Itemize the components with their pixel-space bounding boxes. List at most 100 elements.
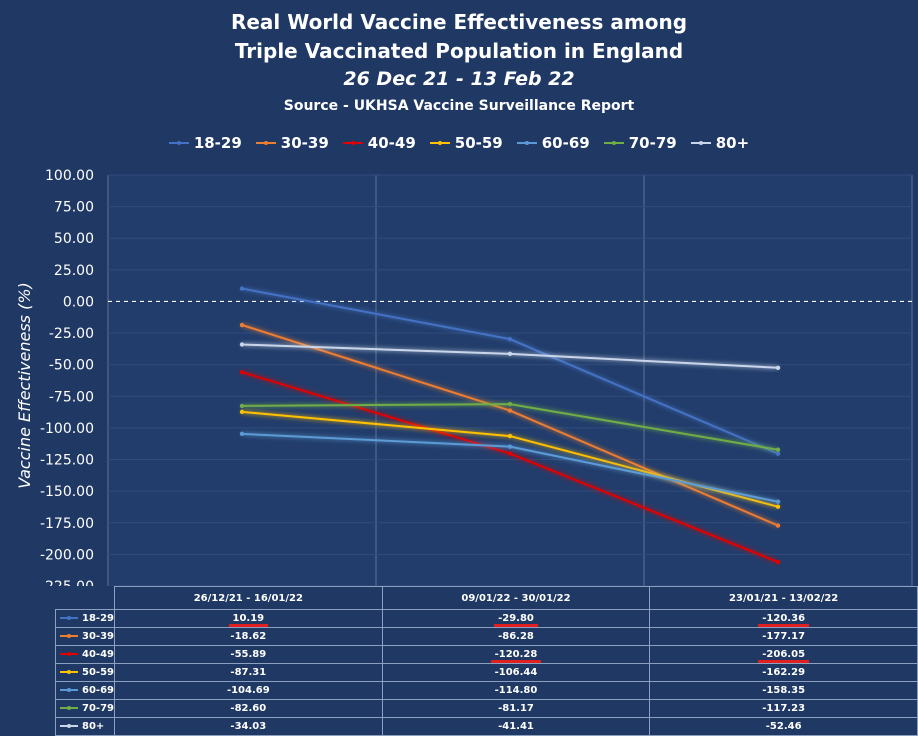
data-label: -114.80 (381, 681, 651, 700)
data-label: -52.46 (649, 717, 918, 736)
legend-label: 50-59 (454, 134, 503, 152)
legend-label: 80+ (715, 134, 750, 152)
legend-swatch (255, 141, 276, 145)
row-swatch (60, 724, 78, 728)
plot-area (108, 175, 912, 586)
data-point-80+ (507, 351, 513, 357)
legend-label: 30-39 (280, 134, 329, 152)
legend-item-80+: 80+ (690, 134, 750, 152)
y-tick-label: -200.00 (40, 547, 94, 563)
line-chart: 100.00 75.00 50.00 25.00 0.00 -25.00 -50.00 -75… (15, 168, 913, 586)
legend-item-60-69: 60-69 (516, 134, 590, 152)
legend-label: 70-79 (628, 134, 677, 152)
data-point-80+ (775, 365, 781, 371)
table-series-name: 80+ (55, 717, 115, 736)
table-series-name: 30-39 (55, 627, 115, 646)
chart-source: Source - UKHSA Vaccine Surveillance Repo… (283, 98, 635, 114)
row-swatch (60, 688, 78, 692)
y-tick-label: 25.00 (54, 263, 94, 279)
table-header-row: 26/12/21 - 16/01/22 09/01/22 - 30/01/22 23… (55, 586, 918, 610)
data-label: -86.28 (381, 627, 651, 646)
data-label: -117.23 (649, 699, 918, 718)
legend-swatch (342, 141, 363, 145)
y-tick-label: 100.00 (45, 168, 94, 184)
table-row: 70-79 -82.60 -81.17 -117.23 (55, 699, 918, 718)
data-label: -162.29 (649, 663, 918, 682)
data-point-60-69 (239, 431, 245, 437)
y-tick-label: 0.00 (63, 294, 94, 310)
category-label: 09/01/22 - 30/01/22 (381, 586, 651, 610)
row-swatch (60, 616, 78, 620)
data-label: -55.89 (113, 645, 383, 664)
table-row: 30-39 -18.62 -86.28 -177.17 (55, 627, 918, 646)
y-tick-label: -175.00 (40, 516, 94, 532)
chart-title-block: Real World Vaccine Effectiveness among T… (0, 8, 918, 117)
data-label: -177.17 (649, 627, 918, 646)
data-label: -34.03 (113, 717, 383, 736)
chart-legend: 18-29 30-39 40-49 50-59 60-69 70-79 80+ (0, 134, 918, 152)
y-tick-label: -75.00 (49, 389, 94, 405)
data-table: 26/12/21 - 16/01/22 09/01/22 - 30/01/22 23… (55, 586, 918, 736)
table-series-name: 70-79 (55, 699, 115, 718)
data-point-18-29 (775, 451, 781, 456)
legend-item-70-79: 70-79 (603, 134, 677, 152)
row-swatch (60, 652, 78, 656)
y-tick-label: -225.00 (40, 579, 94, 586)
row-swatch (60, 634, 78, 638)
data-label: -81.17 (381, 699, 651, 718)
category-label: 23/01/21 - 13/02/22 (649, 586, 918, 610)
table-row: 40-49 -55.89 -120.28 -206.05 (55, 645, 918, 664)
table-row: 60-69 -104.69 -114.80 -158.35 (55, 681, 918, 700)
data-label: -206.05 (649, 645, 918, 664)
data-label: -120.28 (381, 645, 651, 664)
data-label: 10.19 (113, 609, 383, 628)
data-point-50-59 (775, 504, 781, 509)
table-row: 18-29 10.19 -29.80 -120.36 (55, 609, 918, 628)
data-point-60-69 (507, 444, 513, 449)
legend-item-50-59: 50-59 (429, 134, 503, 152)
table-row: 80+ -34.03 -41.41 -52.46 (55, 717, 918, 736)
data-label: -106.44 (381, 663, 651, 682)
data-point-30-39 (239, 322, 245, 328)
data-label: -41.41 (381, 717, 651, 736)
data-point-40-49 (507, 451, 513, 456)
data-point-30-39 (775, 523, 781, 528)
legend-swatch (690, 141, 711, 145)
y-tick-label: -100.00 (40, 421, 94, 437)
legend-swatch (429, 141, 450, 145)
chart-title-line-1: Real World Vaccine Effectiveness among (230, 10, 688, 34)
table-series-name: 50-59 (55, 663, 115, 682)
table-row: 50-59 -87.31 -106.44 -162.29 (55, 663, 918, 682)
y-axis-label: Vaccine Effectiveness (%) (15, 282, 34, 489)
table-corner (55, 586, 115, 610)
y-tick-label: -150.00 (40, 484, 94, 500)
legend-label: 18-29 (193, 134, 242, 152)
legend-item-40-49: 40-49 (342, 134, 416, 152)
data-point-18-29 (507, 336, 513, 342)
data-label: -158.35 (649, 681, 918, 700)
data-label: -87.31 (113, 663, 383, 682)
y-tick-label: -25.00 (49, 326, 94, 342)
data-label: -104.69 (113, 681, 383, 700)
data-point-70-79 (507, 401, 513, 407)
data-point-50-59 (507, 433, 513, 439)
y-tick-label: -50.00 (49, 358, 94, 374)
data-point-40-49 (239, 369, 245, 375)
y-tick-label: 50.00 (54, 231, 94, 247)
row-swatch (60, 706, 78, 710)
table-series-name: 18-29 (55, 609, 115, 628)
chart-title-line-2: Triple Vaccinated Population in England (234, 39, 684, 63)
data-point-40-49 (775, 559, 781, 565)
chart-subtitle: 26 Dec 21 - 13 Feb 22 (343, 68, 575, 90)
legend-swatch (516, 141, 537, 145)
category-label: 26/12/21 - 16/01/22 (113, 586, 383, 610)
data-point-18-29 (239, 286, 245, 291)
y-tick-label: -125.00 (40, 453, 94, 469)
row-swatch (60, 670, 78, 674)
data-label: -18.62 (113, 627, 383, 646)
data-point-60-69 (775, 499, 781, 504)
data-point-70-79 (775, 447, 781, 452)
y-tick-label: 75.00 (54, 200, 94, 216)
data-point-50-59 (239, 409, 245, 415)
data-label: -120.36 (649, 609, 918, 628)
